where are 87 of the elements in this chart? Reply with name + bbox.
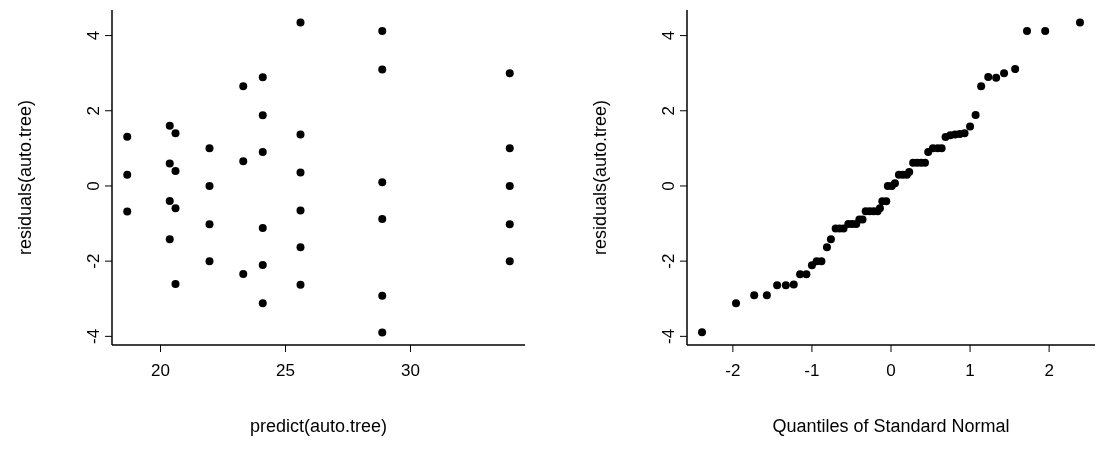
point [732, 299, 741, 308]
y-tick-label: 0 [84, 181, 103, 191]
point [378, 215, 387, 224]
point [750, 291, 759, 300]
y-tick-label: 4 [84, 30, 103, 41]
x-tick-label: 30 [401, 361, 420, 380]
point [239, 157, 248, 166]
point [171, 280, 180, 289]
point [378, 27, 387, 36]
point [802, 270, 811, 279]
point [1023, 27, 1031, 36]
point [165, 121, 174, 130]
point [781, 281, 790, 290]
point [822, 243, 831, 252]
point [992, 73, 1001, 82]
y-axis-title: residuals(auto.tree) [15, 99, 36, 256]
point [505, 257, 514, 266]
point [258, 260, 267, 269]
point [762, 291, 771, 300]
point [817, 257, 826, 266]
point [258, 299, 267, 308]
x-tick-label: 25 [276, 361, 295, 380]
y-axis-title: residuals(auto.tree) [590, 99, 611, 256]
y-tick-label: -2 [659, 253, 678, 269]
point [258, 111, 267, 120]
y-tick-label: 2 [659, 106, 678, 116]
point [966, 122, 975, 131]
point [205, 181, 214, 190]
point [984, 72, 993, 81]
point [826, 235, 835, 244]
point [296, 168, 305, 177]
x-tick-label: -2 [725, 361, 741, 380]
point [960, 129, 969, 138]
point [378, 65, 387, 74]
x-axis-title: predict(auto.tree) [249, 416, 388, 436]
x-axis-title: Quantiles of Standard Normal [772, 416, 1010, 436]
point [123, 170, 132, 179]
x-tick-label: 1 [965, 361, 975, 380]
point [296, 206, 305, 215]
point [205, 220, 214, 229]
point [296, 280, 305, 289]
point [296, 243, 305, 252]
x-tick-label: 20 [151, 361, 170, 380]
y-tick-label: 4 [659, 30, 678, 41]
point [165, 197, 174, 205]
point [505, 69, 514, 78]
point [505, 181, 514, 190]
point [165, 159, 174, 168]
point [239, 269, 248, 278]
point [1041, 27, 1050, 36]
point [258, 148, 267, 157]
point [296, 18, 305, 27]
point [296, 130, 305, 139]
point [1075, 18, 1084, 27]
point [505, 220, 514, 229]
point [171, 129, 180, 138]
x-tick-label: 0 [886, 361, 896, 380]
point [171, 166, 180, 175]
y-tick-label: -4 [84, 328, 103, 344]
point [977, 82, 986, 91]
point [378, 291, 387, 300]
point [258, 73, 267, 82]
point [378, 328, 387, 337]
point [971, 110, 980, 119]
point [258, 224, 267, 233]
point [205, 144, 214, 153]
point [123, 207, 132, 216]
point [239, 82, 248, 91]
point [378, 178, 387, 187]
y-tick-label: -4 [659, 328, 678, 344]
point [773, 281, 782, 290]
point [123, 132, 132, 141]
x-tick-label: 2 [1044, 361, 1054, 380]
y-tick-label: 0 [659, 181, 678, 191]
y-tick-label: -2 [84, 253, 103, 269]
x-tick-label: -1 [804, 361, 820, 380]
point [921, 158, 929, 167]
point [171, 204, 180, 213]
point [505, 144, 514, 153]
point [796, 270, 805, 279]
point [165, 235, 174, 244]
y-tick-label: 2 [84, 106, 103, 116]
point [1011, 65, 1020, 74]
point [789, 280, 798, 289]
point [698, 328, 707, 337]
point [205, 257, 214, 266]
point [1000, 69, 1009, 78]
